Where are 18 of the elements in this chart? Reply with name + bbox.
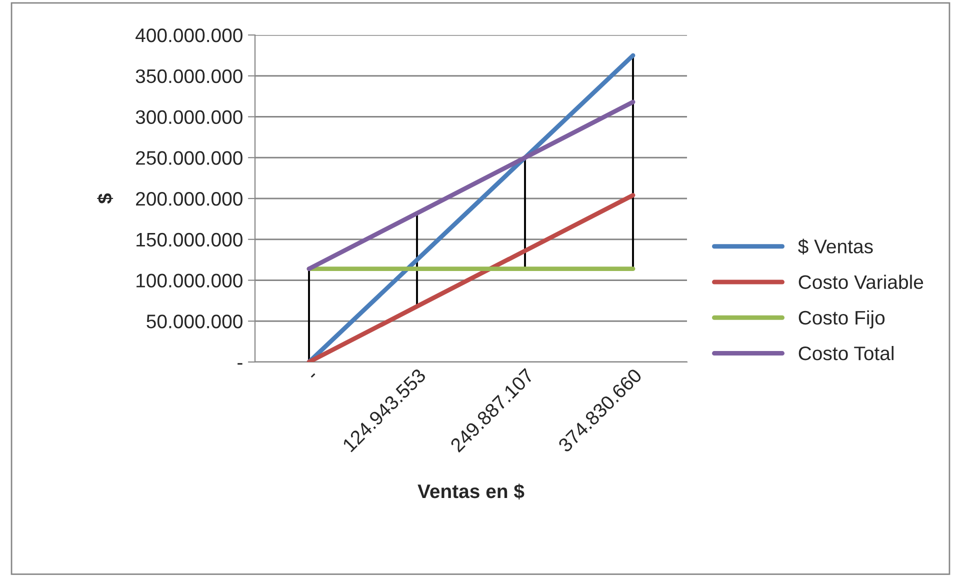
legend-label: Costo Variable — [798, 274, 924, 290]
legend-label: $ Ventas — [798, 238, 873, 255]
legend-label: Costo Total — [798, 346, 894, 360]
y-tick-label: 100.000.000 — [136, 274, 242, 288]
x-axis-title: Ventas en $ — [418, 484, 524, 500]
line-series — [306, 193, 636, 362]
y-tick-label: 400.000.000 — [136, 28, 242, 42]
legend-label: Costo Fijo — [798, 310, 885, 328]
y-axis-title: $ — [97, 193, 114, 204]
line-series — [306, 53, 636, 362]
y-tick-label: 350.000.000 — [136, 69, 242, 84]
y-tick-label: 300.000.000 — [136, 110, 242, 124]
y-tick-label: 150.000.000 — [136, 232, 242, 247]
y-tick-label: 200.000.000 — [136, 192, 242, 206]
y-tick-label: - — [238, 363, 242, 365]
line-series — [306, 100, 636, 272]
y-tick-label: 250.000.000 — [136, 151, 242, 165]
y-tick-label: 50.000.000 — [146, 314, 242, 328]
